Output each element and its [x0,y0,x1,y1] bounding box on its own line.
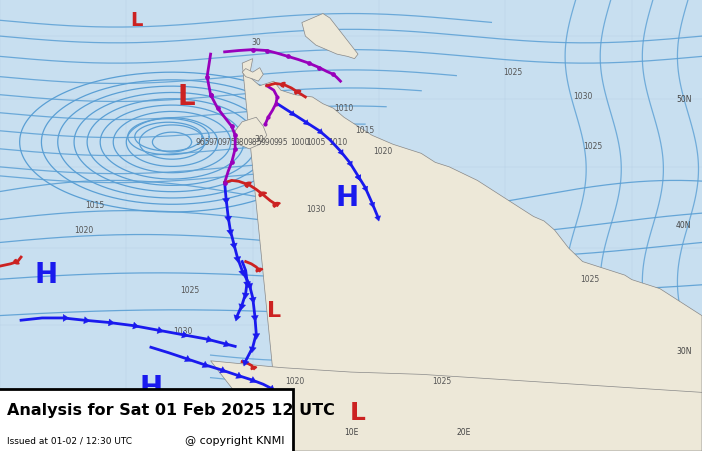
Polygon shape [206,336,213,342]
Text: 50N: 50N [676,95,691,104]
Polygon shape [230,243,237,249]
Text: Analysis for Sat 01 Feb 2025 12 UTC: Analysis for Sat 01 Feb 2025 12 UTC [7,403,335,418]
Polygon shape [338,150,343,155]
Polygon shape [242,360,249,366]
Polygon shape [246,283,253,290]
Polygon shape [227,230,234,235]
Polygon shape [185,355,191,362]
Polygon shape [256,268,263,272]
Polygon shape [375,216,380,221]
Polygon shape [251,315,258,321]
Text: 970: 970 [208,138,223,147]
Text: 995: 995 [273,138,288,147]
Text: 1000: 1000 [290,138,309,147]
Polygon shape [236,372,242,378]
Polygon shape [303,120,309,125]
Text: 40N: 40N [676,221,691,230]
Text: 1020: 1020 [373,147,392,156]
Text: H: H [34,261,57,289]
Polygon shape [317,129,323,134]
Polygon shape [355,175,361,180]
Polygon shape [220,367,226,373]
Polygon shape [250,377,256,383]
Polygon shape [182,331,188,338]
Text: 985: 985 [247,138,262,147]
Polygon shape [295,90,301,94]
Polygon shape [84,317,90,324]
Text: 1015: 1015 [267,408,287,417]
Text: 1020: 1020 [285,377,305,386]
Text: L: L [131,11,143,30]
Polygon shape [249,347,256,353]
Text: 1015: 1015 [355,126,375,135]
Text: 1025: 1025 [583,142,603,151]
Text: 990: 990 [260,138,275,147]
Polygon shape [63,314,69,322]
Text: 1005: 1005 [306,138,326,147]
Text: 10E: 10E [344,428,358,437]
Text: 1025: 1025 [580,275,600,284]
Polygon shape [289,110,295,116]
Polygon shape [251,367,257,369]
Text: 980: 980 [234,138,249,147]
Polygon shape [273,202,280,207]
Polygon shape [223,341,230,347]
Text: 965: 965 [195,138,210,147]
Polygon shape [244,281,251,287]
Text: 1030: 1030 [573,92,592,101]
Polygon shape [239,304,246,310]
Text: Issued at 01-02 / 12:30 UTC: Issued at 01-02 / 12:30 UTC [7,437,132,446]
Text: 1025: 1025 [180,286,199,295]
Text: H: H [140,374,162,402]
Polygon shape [355,175,361,180]
Text: 975: 975 [221,138,236,147]
Polygon shape [369,202,375,207]
Text: 0E: 0E [248,428,258,437]
Text: 30N: 30N [676,347,691,356]
Polygon shape [14,259,19,264]
Polygon shape [259,192,267,197]
Polygon shape [281,83,285,87]
Polygon shape [225,216,232,222]
Text: 30: 30 [255,135,265,144]
Text: L: L [267,301,281,321]
Text: @ copyright KNMI: @ copyright KNMI [185,436,284,446]
Polygon shape [242,68,263,81]
Text: 1030: 1030 [173,327,192,336]
Text: 1010: 1010 [328,138,347,147]
FancyBboxPatch shape [0,389,293,451]
Text: 1030: 1030 [306,205,326,214]
Polygon shape [242,293,249,299]
Polygon shape [211,361,702,451]
Text: L: L [177,83,195,111]
Polygon shape [234,257,241,262]
Polygon shape [234,315,241,321]
Polygon shape [235,117,267,149]
Polygon shape [253,334,260,339]
Text: 30: 30 [251,38,261,47]
Text: L: L [350,400,366,425]
Text: H: H [336,184,359,212]
Polygon shape [202,361,208,368]
Text: 1015: 1015 [85,201,105,210]
Polygon shape [362,186,368,192]
Polygon shape [133,322,139,329]
Polygon shape [239,270,246,276]
Polygon shape [223,198,230,204]
Polygon shape [242,59,702,451]
Text: 1020: 1020 [74,226,94,235]
Polygon shape [108,319,114,326]
Polygon shape [249,297,256,303]
Text: 1025: 1025 [503,68,522,77]
Text: 1010: 1010 [334,104,354,113]
Polygon shape [347,161,352,166]
Polygon shape [302,14,358,59]
Polygon shape [268,385,274,391]
Polygon shape [245,182,251,187]
Text: 20E: 20E [456,428,470,437]
Polygon shape [157,327,164,333]
Text: 1025: 1025 [432,377,452,386]
